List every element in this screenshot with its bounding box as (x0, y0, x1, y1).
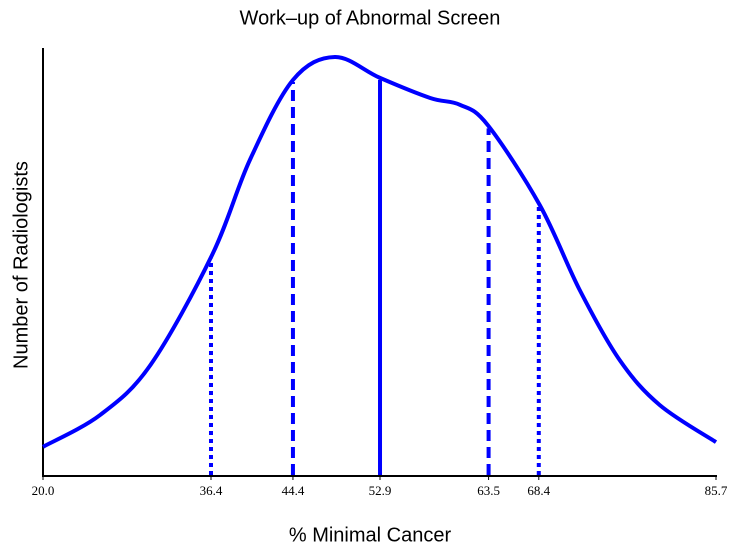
x-tick-label: 85.7 (705, 483, 728, 498)
x-tick-label: 63.5 (477, 483, 500, 498)
x-tick-label: 68.4 (527, 483, 550, 498)
x-tick-label: 44.4 (282, 483, 305, 498)
x-axis-label: % Minimal Cancer (289, 524, 452, 546)
x-tick-label: 52.9 (369, 483, 392, 498)
chart-title: Work–up of Abnormal Screen (240, 7, 501, 29)
x-tick-label: 20.0 (32, 483, 55, 498)
density-curve (42, 54, 718, 449)
y-axis-label: Number of Radiologists (10, 161, 32, 369)
x-tick-label: 36.4 (200, 483, 223, 498)
